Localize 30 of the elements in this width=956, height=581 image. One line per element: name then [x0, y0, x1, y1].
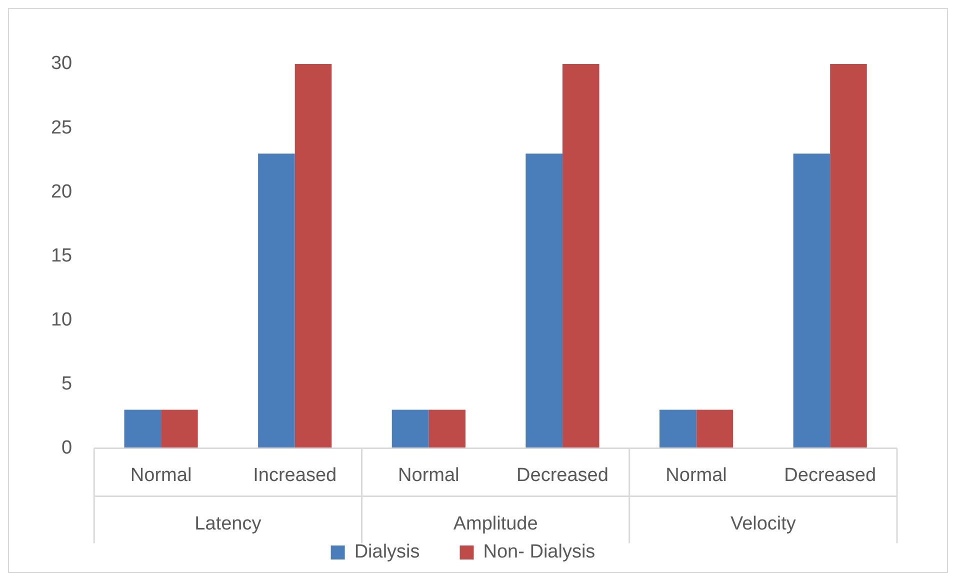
- bar: [294, 64, 332, 448]
- x-tick-label: Decreased: [516, 464, 608, 486]
- text: Latency: [194, 513, 262, 534]
- x-tick-label: Normal: [130, 464, 192, 486]
- text: Amplitude: [453, 513, 538, 534]
- bar: [392, 410, 429, 448]
- y-tick-label: 20: [50, 181, 72, 202]
- text: Velocity: [730, 513, 796, 534]
- y-tick-label: 15: [50, 245, 72, 266]
- bar: [793, 154, 830, 448]
- legend-label: Non- Dialysis: [483, 542, 596, 563]
- bar: [124, 410, 162, 448]
- bar: [428, 410, 466, 448]
- legend-label: Dialysis: [354, 542, 420, 563]
- x-tick-label: Decreased: [784, 464, 876, 486]
- bar: [161, 410, 198, 448]
- y-tick-label: 0: [62, 437, 72, 458]
- y-tick-label: 25: [50, 117, 72, 138]
- y-tick-label: 10: [50, 309, 72, 330]
- bar: [659, 410, 696, 448]
- bar: [526, 154, 562, 448]
- y-tick-label: 30: [50, 53, 72, 74]
- y-tick-label: 5: [62, 373, 72, 394]
- bar: [830, 64, 867, 448]
- bar: [562, 64, 600, 448]
- bar: [258, 154, 295, 448]
- bar: [696, 410, 734, 448]
- x-tick-label: Normal: [398, 464, 460, 486]
- x-tick-label: Increased: [253, 464, 337, 486]
- x-tick-label: Normal: [666, 464, 727, 486]
